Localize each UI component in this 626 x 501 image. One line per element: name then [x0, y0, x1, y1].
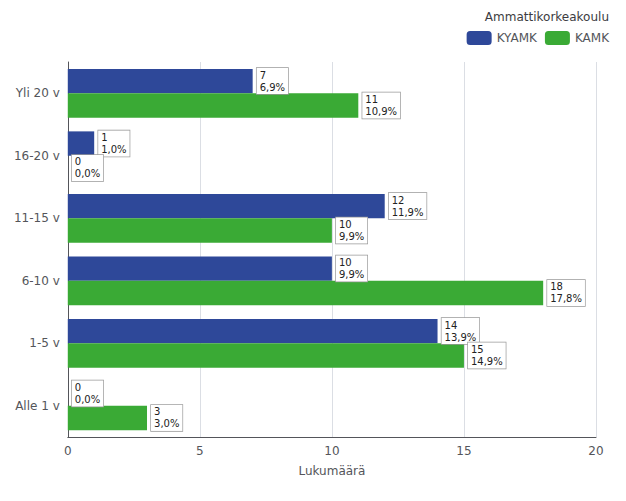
svg-text:1,0%: 1,0% [101, 144, 126, 155]
svg-text:0: 0 [75, 382, 81, 393]
svg-text:0: 0 [64, 444, 72, 458]
svg-text:11-15 v: 11-15 v [14, 211, 60, 225]
svg-text:0,0%: 0,0% [75, 394, 100, 405]
svg-text:15: 15 [471, 344, 484, 355]
svg-text:0: 0 [75, 156, 81, 167]
svg-text:10: 10 [339, 257, 352, 268]
svg-text:6-10 v: 6-10 v [22, 274, 60, 288]
svg-text:11: 11 [365, 94, 378, 105]
svg-text:18: 18 [550, 281, 563, 292]
svg-text:Yli 20 v: Yli 20 v [15, 86, 60, 100]
svg-text:10: 10 [339, 219, 352, 230]
svg-text:6,9%: 6,9% [260, 82, 285, 93]
svg-text:11,9%: 11,9% [392, 207, 424, 218]
svg-text:Alle 1 v: Alle 1 v [15, 399, 60, 413]
svg-text:0,0%: 0,0% [75, 168, 100, 179]
svg-text:Ammattikorkeakoulu: Ammattikorkeakoulu [485, 10, 609, 24]
svg-text:7: 7 [260, 70, 266, 81]
svg-text:16-20 v: 16-20 v [14, 149, 60, 163]
svg-text:Lukumäärä: Lukumäärä [298, 464, 365, 478]
svg-text:3: 3 [154, 406, 160, 417]
svg-text:17,8%: 17,8% [550, 293, 582, 304]
svg-text:15: 15 [456, 444, 471, 458]
svg-text:10,9%: 10,9% [365, 106, 397, 117]
svg-text:9,9%: 9,9% [339, 269, 364, 280]
svg-text:20: 20 [588, 444, 603, 458]
svg-text:14,9%: 14,9% [471, 356, 503, 367]
svg-text:12: 12 [392, 195, 405, 206]
svg-text:1-5 v: 1-5 v [29, 336, 60, 350]
svg-text:KYAMK: KYAMK [497, 31, 538, 45]
svg-text:5: 5 [196, 444, 204, 458]
svg-text:10: 10 [324, 444, 339, 458]
svg-text:9,9%: 9,9% [339, 231, 364, 242]
svg-text:13,9%: 13,9% [445, 332, 477, 343]
svg-text:1: 1 [101, 132, 107, 143]
svg-text:3,0%: 3,0% [154, 418, 179, 429]
svg-text:14: 14 [445, 320, 458, 331]
svg-text:KAMK: KAMK [575, 31, 610, 45]
